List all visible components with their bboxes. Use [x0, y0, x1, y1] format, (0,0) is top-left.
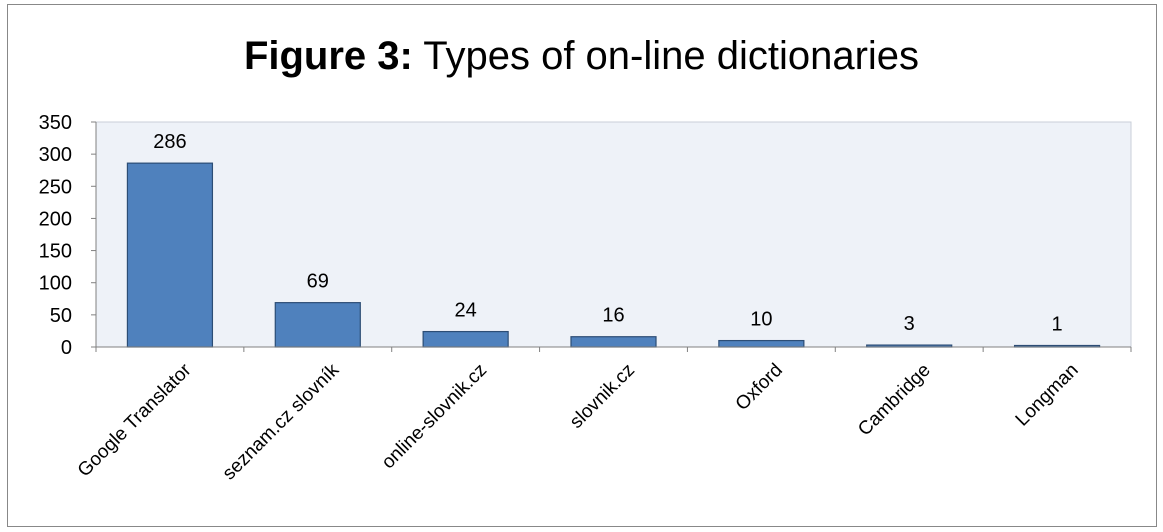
x-axis	[95, 346, 1132, 352]
category-label: seznam.cz slovník	[219, 359, 344, 484]
y-tick-label: 100	[39, 273, 72, 295]
category-label: Google Translator	[74, 359, 196, 481]
data-label: 69	[307, 271, 329, 293]
data-label: 16	[602, 305, 624, 327]
y-tick-label: 350	[39, 112, 72, 134]
category-label: Longman	[1012, 360, 1083, 431]
plot-area	[95, 121, 1132, 348]
chart-title: Figure 3: Types of on-line dictionaries	[0, 34, 1163, 79]
data-label: 10	[750, 309, 772, 331]
y-tick-label: 200	[39, 208, 72, 230]
bar	[274, 302, 361, 348]
category-label: Cambridge	[854, 360, 935, 441]
chart-title-bold: Figure 3:	[243, 34, 413, 78]
data-label: 1	[1052, 314, 1063, 336]
data-label: 24	[455, 300, 477, 322]
y-axis: 0 50 100 150 200 250 300 350	[39, 112, 97, 359]
y-tick-label: 0	[61, 337, 72, 359]
y-tick-label: 150	[39, 241, 72, 263]
bar	[126, 162, 214, 348]
data-label: 286	[153, 131, 186, 153]
bars	[126, 162, 1101, 348]
category-label: slovnik.cz	[566, 360, 639, 433]
bar	[570, 336, 657, 348]
bar	[422, 330, 509, 348]
y-tick-label: 300	[39, 144, 72, 166]
category-label: online-slovnik.cz	[378, 360, 491, 473]
y-tick-label: 50	[50, 305, 72, 327]
data-labels: 286 69 24 16 10 3 1	[153, 131, 1062, 335]
bar	[718, 339, 805, 348]
y-tick-label: 250	[39, 176, 72, 198]
chart-title-text: Types of on-line dictionaries	[423, 34, 920, 78]
category-labels: Google Translator seznam.cz slovník online…	[74, 359, 1083, 484]
category-label: Oxford	[732, 360, 787, 415]
data-label: 3	[904, 313, 915, 335]
